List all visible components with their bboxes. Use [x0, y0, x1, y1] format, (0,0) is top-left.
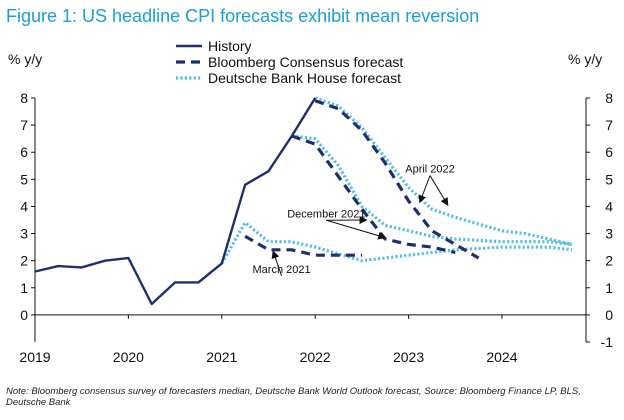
y-tick-label-left: 5 [20, 171, 28, 187]
y-tick-label-left: 1 [20, 280, 28, 296]
y-tick-label-left: 8 [20, 90, 28, 106]
series-line-deutsche-0 [220, 221, 573, 265]
legend-label-history: History [208, 38, 252, 54]
y-tick-label-right: 3 [605, 226, 613, 242]
y-tick-label-left: 4 [20, 198, 28, 214]
series-line-deutsche-2 [314, 96, 573, 246]
x-tick-label: 2020 [113, 349, 144, 365]
y-tick-label-left: 0 [20, 307, 28, 323]
legend-label-deutsche: Deutsche Bank House forecast [208, 70, 401, 86]
y-tick-label-right: 2 [605, 253, 613, 269]
annotation-arrow [271, 250, 283, 277]
annotation-arrow [418, 175, 431, 204]
y-axis-unit-left: % y/y [8, 51, 42, 67]
y-tick-label-right: 8 [605, 90, 613, 106]
x-tick-label: 2021 [206, 349, 237, 365]
y-tick-label-right: 7 [605, 117, 613, 133]
x-tick-label: 2022 [300, 349, 331, 365]
x-tick-label: 2024 [486, 349, 517, 365]
series-line-deutsche-1 [291, 134, 573, 246]
series-line-bloomberg-2 [314, 99, 480, 260]
series-line-bloomberg-1 [291, 134, 456, 255]
series-line-history-0 [34, 97, 317, 306]
series-layer [34, 96, 573, 306]
y-tick-label-left: 7 [20, 117, 28, 133]
series-line-bloomberg-0 [244, 234, 362, 257]
legend-label-bloomberg: Bloomberg Consensus forecast [208, 54, 403, 70]
y-tick-label-right: 1 [605, 280, 613, 296]
y-tick-label-right: 6 [605, 144, 613, 160]
y-axis-unit-right: % y/y [568, 51, 602, 67]
y-tick-label-right: 5 [605, 171, 613, 187]
chart-title: Figure 1: US headline CPI forecasts exhi… [6, 6, 480, 26]
x-tick-label: 2019 [19, 349, 50, 365]
annotation-arrow [326, 219, 387, 240]
y-tick-label-right: 0 [605, 307, 613, 323]
x-tick-label: 2023 [393, 349, 424, 365]
annotation-arrow [429, 175, 449, 206]
annotation-layer: April 2022 December 2021 March 2021 [253, 164, 455, 277]
footnote: Note: Bloomberg consensus survey of fore… [6, 386, 581, 408]
annotation-label: March 2021 [253, 264, 311, 276]
cpi-chart: 0 1 2 3 4 5 6 7 8 -1 0 1 2 3 4 5 6 7 8 2019 2020 2021 2022 2023… [8, 38, 613, 365]
y-tick-label-left: 3 [20, 226, 28, 242]
annotation-label: April 2022 [405, 164, 455, 176]
y-tick-label-left: 6 [20, 144, 28, 160]
y-tick-label-right: 4 [605, 198, 613, 214]
annotation-label: December 2021 [287, 208, 365, 220]
y-tick-label-left: 2 [20, 253, 28, 269]
y-tick-label-right: -1 [601, 334, 614, 350]
axes-layer: 0 1 2 3 4 5 6 7 8 -1 0 1 2 3 4 5 6 7 8 2019 2020 2021 2022 2023… [8, 51, 613, 365]
